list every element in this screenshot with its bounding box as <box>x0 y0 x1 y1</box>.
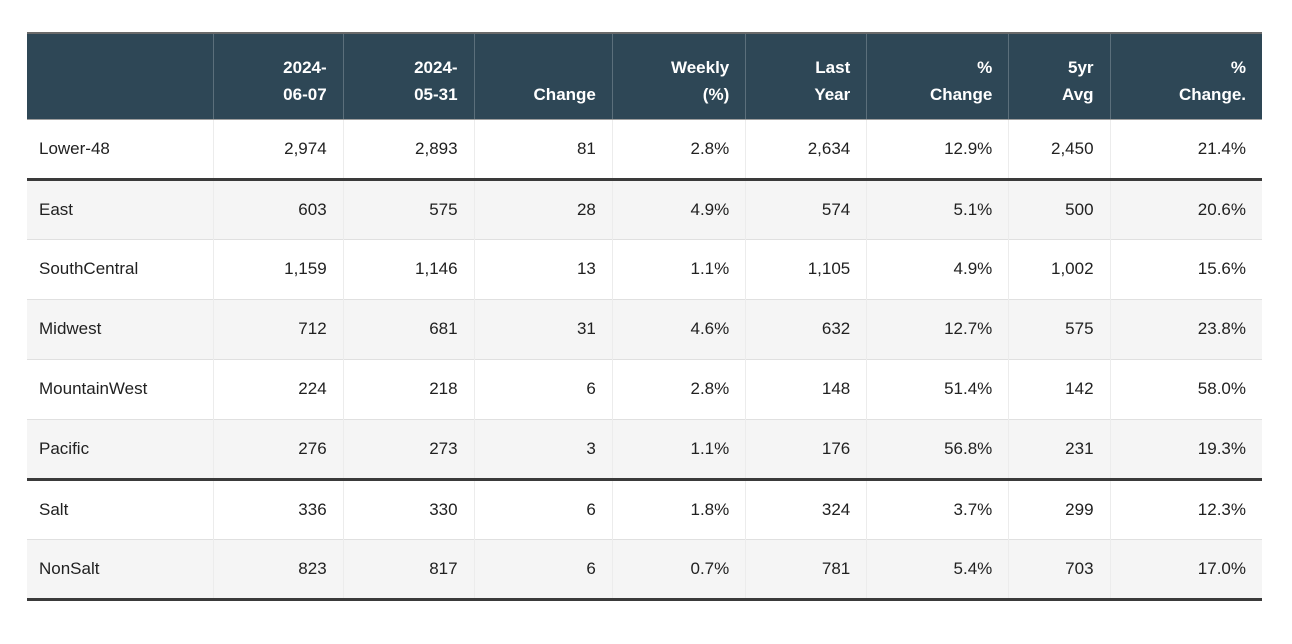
cell-value: 148 <box>745 358 867 419</box>
cell-value: 823 <box>212 538 344 601</box>
row-label: Midwest <box>27 298 214 359</box>
cell-value: 5.4% <box>866 538 1009 601</box>
cell-value: 218 <box>342 358 475 419</box>
cell-value: 5.1% <box>866 177 1009 239</box>
cell-value: 603 <box>212 177 344 239</box>
cell-value: 21.4% <box>1109 119 1262 179</box>
cell-value: 299 <box>1008 477 1111 539</box>
cell-value: 224 <box>212 358 344 419</box>
cell-value: 1,146 <box>342 238 475 299</box>
row-label: Salt <box>27 477 214 539</box>
cell-value: 28 <box>473 177 613 239</box>
column-header-prior-date: 2024- 05-31 <box>342 32 475 120</box>
cell-value: 4.9% <box>611 177 746 239</box>
cell-value: 12.3% <box>1109 477 1262 539</box>
cell-value: 632 <box>745 298 867 359</box>
cell-value: 81 <box>473 119 613 179</box>
column-header-weekly-pct: Weekly (%) <box>611 32 746 120</box>
row-label: Pacific <box>27 418 214 479</box>
cell-value: 276 <box>212 418 344 479</box>
cell-value: 12.7% <box>866 298 1009 359</box>
cell-value: 19.3% <box>1109 418 1262 479</box>
column-header-last-year: Last Year <box>745 32 867 120</box>
cell-value: 13 <box>473 238 613 299</box>
cell-value: 15.6% <box>1109 238 1262 299</box>
cell-value: 4.6% <box>611 298 746 359</box>
cell-value: 1.1% <box>611 238 746 299</box>
cell-value: 231 <box>1008 418 1111 479</box>
table-row: NonSalt 823 817 6 0.7% 781 5.4% 703 17.0… <box>27 538 1262 601</box>
row-label: East <box>27 177 214 239</box>
cell-value: 3 <box>473 418 613 479</box>
cell-value: 2.8% <box>611 358 746 419</box>
cell-value: 500 <box>1008 177 1111 239</box>
cell-value: 330 <box>342 477 475 539</box>
column-header-blank <box>27 32 214 120</box>
row-label: SouthCentral <box>27 238 214 299</box>
cell-value: 575 <box>342 177 475 239</box>
table-row: East 603 575 28 4.9% 574 5.1% 500 20.6% <box>27 177 1262 239</box>
cell-value: 1,105 <box>745 238 867 299</box>
cell-value: 2,634 <box>745 119 867 179</box>
header-row: 2024- 06-07 2024- 05-31 Change Weekly (%… <box>27 32 1262 120</box>
cell-value: 3.7% <box>866 477 1009 539</box>
cell-value: 574 <box>745 177 867 239</box>
cell-value: 336 <box>212 477 344 539</box>
cell-value: 23.8% <box>1109 298 1262 359</box>
cell-value: 712 <box>212 298 344 359</box>
column-header-pct-change-5yr: % Change. <box>1109 32 1262 120</box>
table-header: 2024- 06-07 2024- 05-31 Change Weekly (%… <box>27 32 1262 120</box>
table-row: Midwest 712 681 31 4.6% 632 12.7% 575 23… <box>27 298 1262 359</box>
cell-value: 51.4% <box>866 358 1009 419</box>
cell-value: 2,450 <box>1008 119 1111 179</box>
cell-value: 6 <box>473 538 613 601</box>
cell-value: 142 <box>1008 358 1111 419</box>
cell-value: 4.9% <box>866 238 1009 299</box>
cell-value: 6 <box>473 358 613 419</box>
cell-value: 781 <box>745 538 867 601</box>
cell-value: 0.7% <box>611 538 746 601</box>
cell-value: 1,002 <box>1008 238 1111 299</box>
cell-value: 2,974 <box>212 119 344 179</box>
cell-value: 1.1% <box>611 418 746 479</box>
cell-value: 2,893 <box>342 119 475 179</box>
row-label: MountainWest <box>27 358 214 419</box>
cell-value: 273 <box>342 418 475 479</box>
storage-table: 2024- 06-07 2024- 05-31 Change Weekly (%… <box>27 32 1262 601</box>
column-header-change: Change <box>473 32 613 120</box>
column-header-current-date: 2024- 06-07 <box>212 32 344 120</box>
table-row: Lower-48 2,974 2,893 81 2.8% 2,634 12.9%… <box>27 119 1262 179</box>
table-row: Pacific 276 273 3 1.1% 176 56.8% 231 19.… <box>27 418 1262 479</box>
cell-value: 1,159 <box>212 238 344 299</box>
table-body: Lower-48 2,974 2,893 81 2.8% 2,634 12.9%… <box>27 119 1262 601</box>
cell-value: 31 <box>473 298 613 359</box>
cell-value: 20.6% <box>1109 177 1262 239</box>
cell-value: 12.9% <box>866 119 1009 179</box>
table-row: Salt 336 330 6 1.8% 324 3.7% 299 12.3% <box>27 477 1262 539</box>
cell-value: 58.0% <box>1109 358 1262 419</box>
column-header-5yr-avg: 5yr Avg <box>1008 32 1111 120</box>
cell-value: 56.8% <box>866 418 1009 479</box>
cell-value: 681 <box>342 298 475 359</box>
cell-value: 817 <box>342 538 475 601</box>
cell-value: 6 <box>473 477 613 539</box>
cell-value: 1.8% <box>611 477 746 539</box>
cell-value: 2.8% <box>611 119 746 179</box>
row-label: Lower-48 <box>39 138 110 158</box>
cell-value: 176 <box>745 418 867 479</box>
cell-value: 17.0% <box>1109 538 1262 601</box>
column-header-pct-change: % Change <box>866 32 1009 120</box>
table-row: SouthCentral 1,159 1,146 13 1.1% 1,105 4… <box>27 238 1262 299</box>
cell-value: 703 <box>1008 538 1111 601</box>
table-row: MountainWest 224 218 6 2.8% 148 51.4% 14… <box>27 358 1262 419</box>
cell-value: 575 <box>1008 298 1111 359</box>
row-label: NonSalt <box>27 538 214 601</box>
cell-value: 324 <box>745 477 867 539</box>
